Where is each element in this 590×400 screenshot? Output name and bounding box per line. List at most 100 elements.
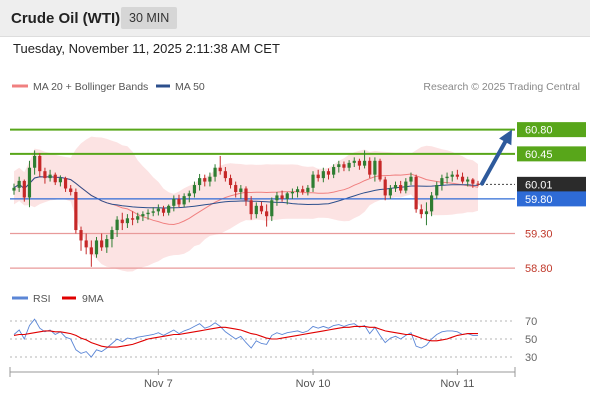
candle-body [38, 155, 42, 172]
instrument-title: Crude Oil (WTI) [11, 10, 121, 27]
candle-body [151, 211, 155, 213]
candle [270, 197, 274, 222]
rsi-panel: 70 50 30 [10, 316, 537, 364]
candle-body [295, 189, 300, 192]
candle [388, 185, 392, 199]
candle-body [141, 214, 145, 217]
candle-body [259, 205, 264, 212]
candle [208, 172, 212, 187]
candle [33, 150, 37, 175]
candle [74, 188, 78, 234]
candle [378, 158, 382, 182]
candle [306, 185, 310, 196]
candle [17, 176, 21, 192]
rsi-tick-label: 30 [525, 352, 537, 364]
candle [455, 169, 459, 180]
candle-body [445, 176, 449, 179]
candle-body [167, 205, 171, 213]
candle-body [115, 219, 119, 231]
candle-body [373, 160, 377, 175]
candle [285, 191, 289, 205]
candle [110, 226, 114, 248]
price-label: 59.30 [525, 229, 553, 241]
credit-text: Research © 2025 Trading Central [423, 81, 580, 93]
candle-body [100, 240, 104, 248]
candle-body [275, 195, 279, 201]
candle [337, 160, 341, 173]
candle-body [455, 174, 459, 177]
candle-body [105, 239, 109, 248]
candle-body [228, 178, 233, 186]
candle [161, 205, 166, 217]
candle [373, 157, 377, 182]
candle [89, 240, 93, 267]
candle-body [347, 162, 351, 168]
x-axis: Nov 7 Nov 10 Nov 11 [9, 367, 516, 390]
candle [419, 204, 423, 219]
candle [280, 190, 284, 202]
rsi-legend-label: RSI [33, 293, 51, 305]
candle [357, 158, 362, 170]
candle-body [223, 171, 227, 179]
candle-body [187, 193, 191, 197]
candle [198, 173, 202, 191]
forecast-arrow-shaft [480, 139, 508, 186]
price-label-layer: 60.80 60.45 60.01 59.80 59.30 58.80 [517, 122, 586, 275]
candle [311, 171, 315, 192]
candle-body [84, 240, 88, 248]
candle-body [332, 167, 336, 175]
candle [177, 194, 181, 208]
candle-body [156, 208, 160, 212]
candle-body [399, 185, 403, 191]
candle-body [110, 230, 114, 240]
candle [12, 183, 16, 195]
candle [409, 172, 413, 186]
candle-body [22, 180, 26, 198]
candle [218, 155, 222, 175]
price-label: 60.80 [525, 125, 553, 137]
candle-body [368, 160, 372, 175]
candle [94, 236, 99, 258]
candle [43, 167, 47, 184]
date-line: Tuesday, November 11, 2025 2:11:38 AM CE… [13, 41, 280, 56]
candle-body [393, 185, 398, 189]
price-label-bg [517, 176, 586, 192]
candle-body [17, 180, 21, 188]
candle-body [69, 188, 73, 192]
price-label: 59.80 [525, 194, 553, 206]
candle-body [311, 174, 315, 188]
candle [228, 174, 233, 189]
candle-body [383, 179, 387, 196]
candle-body [430, 195, 434, 212]
candle-body [362, 160, 367, 166]
candle-body [58, 178, 62, 183]
candle-body [48, 174, 52, 179]
candle [151, 207, 155, 217]
candle [167, 204, 171, 216]
candle-body [265, 211, 269, 217]
price-label-bg [517, 146, 586, 162]
candle [249, 196, 253, 220]
candle-body [388, 188, 392, 196]
candle [440, 174, 444, 191]
candle-body [290, 191, 294, 194]
candle-body [409, 176, 413, 182]
timeframe-button[interactable]: 30 MIN [121, 7, 178, 29]
candle-body [414, 176, 418, 210]
candle-body [466, 179, 470, 182]
candle [399, 180, 403, 194]
candle-body [352, 160, 356, 163]
candle [53, 172, 57, 186]
candle [362, 150, 367, 169]
candle [265, 204, 269, 227]
candle [187, 190, 191, 203]
candle-body [306, 187, 310, 192]
candle [182, 193, 186, 208]
candle-body [33, 155, 37, 168]
candle-body [177, 198, 181, 205]
candle-body [146, 212, 150, 215]
candle [471, 178, 475, 188]
candle [275, 191, 279, 206]
rsi-ma-line [13, 325, 478, 348]
